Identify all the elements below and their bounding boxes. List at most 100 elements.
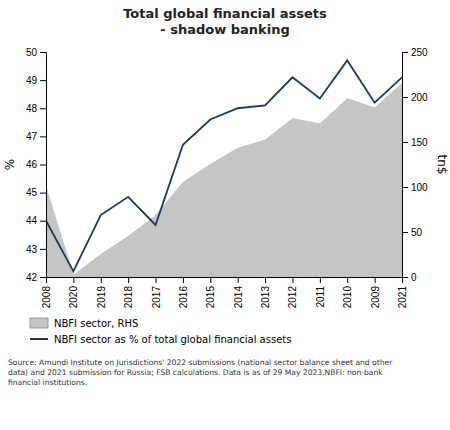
- tick-mark: [40, 193, 46, 194]
- tick-label: 45: [26, 187, 38, 198]
- tick-mark: [402, 52, 408, 53]
- axis: 2008 2020 2019 2018 2017 2016 2015 2014 2013 2012…: [41, 277, 408, 308]
- tick: 2009: [370, 277, 381, 308]
- tick: 2010: [342, 277, 353, 308]
- tick-mark: [40, 249, 46, 250]
- tick: 2011: [315, 277, 326, 308]
- tick: 45: [26, 187, 46, 198]
- tick-mark: [320, 277, 321, 283]
- tick: 150: [402, 137, 428, 148]
- tick: 2014: [233, 277, 244, 308]
- axis-title: %: [3, 159, 17, 170]
- tick-label: 2021: [397, 286, 408, 309]
- tick-label: 42: [26, 272, 38, 283]
- tick: 2008: [41, 277, 52, 308]
- legend-label: NBFI sector as % of total global financi…: [54, 334, 291, 345]
- tick-label: 47: [26, 131, 38, 142]
- tick-label: 2013: [260, 286, 271, 309]
- tick-label: 2011: [315, 286, 326, 308]
- tick-mark: [402, 187, 408, 188]
- tick-label: 100: [411, 182, 428, 193]
- tick-mark: [238, 277, 239, 283]
- axis-line: [403, 53, 409, 278]
- tick: 2018: [123, 277, 134, 308]
- tick-label: 49: [26, 75, 38, 86]
- tick-label: 0: [411, 272, 417, 283]
- axis: 42 43 44 45 46 47 48 49 50: [26, 47, 47, 283]
- tick: 2013: [260, 277, 271, 308]
- tick: 48: [26, 103, 46, 114]
- axis-title: tn$: [435, 155, 449, 175]
- tick-mark: [40, 165, 46, 166]
- annotation: Source: Amundi Institute on Jurisdiction…: [8, 358, 393, 387]
- tick-mark: [40, 52, 46, 53]
- legend-swatch: [30, 338, 48, 340]
- tick-mark: [402, 277, 408, 278]
- tick-label: 2019: [96, 286, 107, 309]
- axis-line: [40, 53, 47, 278]
- tick-mark: [402, 142, 408, 143]
- tick: 200: [402, 92, 428, 103]
- tick-mark: [183, 277, 184, 283]
- tick-label: 2018: [123, 286, 134, 309]
- tick-label: 2012: [287, 286, 298, 309]
- tick: 46: [26, 159, 46, 170]
- tick-mark: [40, 277, 46, 278]
- tick: 2016: [178, 277, 189, 308]
- axis-line: [47, 278, 403, 284]
- tick-label: 2015: [205, 286, 216, 309]
- tick: 49: [26, 75, 46, 86]
- tick-mark: [402, 232, 408, 233]
- tick-mark: [73, 277, 74, 283]
- tick: 47: [26, 131, 46, 142]
- line: [46, 60, 402, 271]
- tick-mark: [128, 277, 129, 283]
- tick-label: 43: [26, 244, 38, 255]
- marks: [46, 60, 402, 277]
- tick-label: 50: [26, 47, 38, 58]
- tick: 2015: [205, 277, 216, 308]
- tick: 250: [402, 47, 428, 58]
- tick: 50: [402, 227, 423, 238]
- tick-mark: [101, 277, 102, 283]
- tick: 2017: [151, 277, 162, 308]
- axis: 0 50 100 150 200 250: [402, 47, 428, 283]
- tick-label: 2016: [178, 286, 189, 309]
- tick-label: 2010: [342, 286, 353, 309]
- tick-label: 2020: [68, 286, 79, 309]
- tick: 0: [402, 272, 417, 283]
- tick-mark: [156, 277, 157, 283]
- area: [46, 84, 402, 278]
- title: Total global financial assets- shadow ba…: [123, 6, 327, 37]
- tick-mark: [40, 136, 46, 137]
- tick-label: 200: [411, 92, 428, 103]
- tick-mark: [347, 277, 348, 283]
- tick-mark: [210, 277, 211, 283]
- tick-mark: [375, 277, 376, 283]
- chart: Total global financial assets- shadow ba…: [0, 0, 450, 430]
- tick: 2021: [397, 277, 408, 308]
- tick-label: 44: [26, 215, 38, 226]
- legend-item: NBFI sector, RHS: [30, 318, 138, 329]
- tick: 43: [26, 244, 46, 255]
- plot: 2008 2020 2019 2018 2017 2016 2015 2014 2013 2012…: [3, 47, 449, 309]
- tick: 2019: [96, 277, 107, 308]
- tick: 50: [26, 47, 46, 58]
- tick: 42: [26, 272, 46, 283]
- tick-mark: [40, 108, 46, 109]
- tick-label: 2017: [151, 286, 162, 309]
- tick-label: 150: [411, 137, 428, 148]
- legend: NBFI sector, RHS NBFI sector as % of tota…: [30, 318, 291, 345]
- tick-label: 48: [26, 103, 38, 114]
- legend-item: NBFI sector as % of total global financi…: [30, 334, 291, 345]
- tick-mark: [292, 277, 293, 283]
- tick: 2012: [287, 277, 298, 308]
- tick-label: 2009: [370, 286, 381, 309]
- legend-swatch: [30, 318, 48, 328]
- tick-mark: [40, 80, 46, 81]
- tick-label: 2014: [233, 286, 244, 309]
- tick-label: 50: [411, 227, 423, 238]
- tick-mark: [402, 97, 408, 98]
- tick: 100: [402, 182, 428, 193]
- legend-label: NBFI sector, RHS: [54, 318, 138, 329]
